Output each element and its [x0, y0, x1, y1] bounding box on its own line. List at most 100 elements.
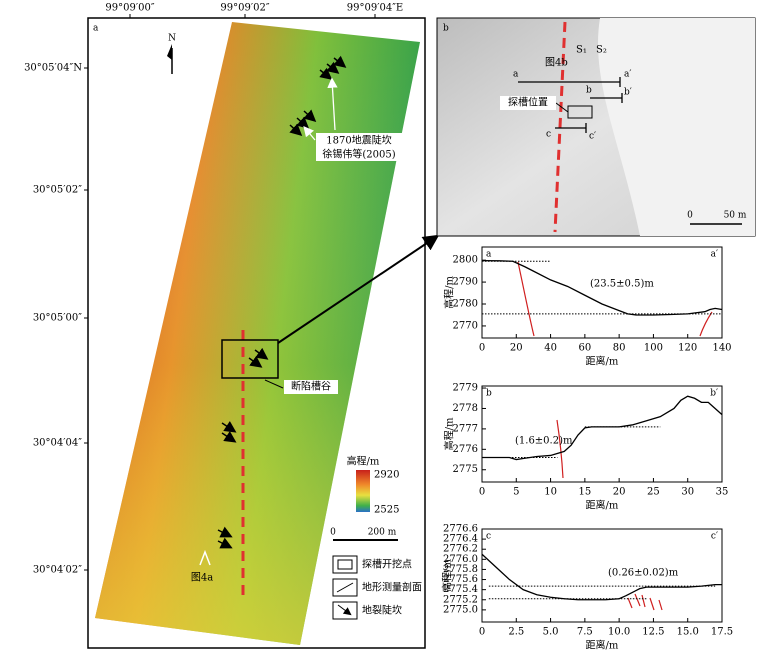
- y-tick-label: 2775.2: [443, 594, 478, 605]
- fig-pointer: [199, 549, 211, 566]
- y-tick-label: 2776.0: [443, 554, 478, 565]
- legend-label: 探槽开挖点: [362, 558, 412, 571]
- x-tick-label: 140: [712, 343, 731, 354]
- x-tick-label: 5: [513, 487, 519, 498]
- x-tick-label: 10: [544, 487, 557, 498]
- x-tick-label: 20: [510, 343, 523, 354]
- y-tick-label: 2775.6: [443, 574, 478, 585]
- plot-frame: [481, 528, 723, 623]
- y-tick-label: 2778: [453, 403, 478, 414]
- colorbar-min: 2525: [374, 505, 399, 516]
- profile-start: b: [486, 389, 492, 399]
- trench-box: [221, 339, 279, 379]
- trench-pointer: [555, 102, 569, 113]
- north-label: N: [168, 34, 176, 44]
- dem-shade: [95, 22, 420, 645]
- legend-label: 地裂陡坎: [362, 604, 402, 617]
- x-tick-label: 0: [479, 487, 485, 498]
- scale-label: 0: [330, 528, 336, 538]
- profile-line: [482, 395, 723, 461]
- x-tick-label: 15.0: [677, 627, 699, 638]
- lon-label: 99°09′00″: [105, 3, 154, 14]
- profile-start: a: [486, 250, 492, 260]
- x-tick-label: 7.5: [577, 627, 593, 638]
- fault-strokes: [517, 261, 713, 611]
- y-tick-label: 2775: [453, 464, 478, 475]
- scarp-note: 1870地震陡坎: [326, 134, 391, 147]
- y-tick-label: 2770: [453, 320, 478, 331]
- y-axis-label: 高程/m: [441, 559, 454, 592]
- profile-line: [481, 259, 723, 316]
- y-tick-label: 2790: [453, 277, 478, 288]
- x-axis-label: 距离/m: [586, 355, 619, 368]
- lat-label: 30°05′02″: [33, 185, 82, 196]
- profile-end: b: [586, 86, 592, 96]
- profile-end: b′: [624, 88, 632, 98]
- profile-end: a′: [624, 70, 631, 80]
- y-tick-label: 2775.0: [443, 604, 478, 615]
- x-tick-label: 100: [644, 343, 663, 354]
- scale-label: 0: [687, 211, 693, 221]
- colorbar: [356, 470, 370, 512]
- y-tick-label: 2777: [453, 423, 478, 434]
- y-tick-label: 2775.4: [443, 584, 478, 595]
- y-tick-label: 2776.4: [443, 534, 478, 545]
- north-arrow: [167, 44, 173, 74]
- x-tick-label: 5.0: [543, 627, 559, 638]
- lat-label: 30°05′04″N: [24, 63, 82, 74]
- profile-line: [481, 553, 722, 601]
- valley-pointer: [264, 379, 284, 389]
- y-tick-label: 2776.6: [443, 524, 478, 535]
- annotation: (23.5±0.5)m: [590, 279, 654, 290]
- hillshade-plain: [598, 18, 755, 236]
- x-tick-label: 40: [544, 343, 557, 354]
- note-bg: [316, 133, 402, 161]
- x-tick-label: 20: [613, 487, 626, 498]
- profile-end: b′: [710, 389, 718, 399]
- trench-bg: [500, 96, 556, 110]
- scale-label: 50 m: [724, 211, 747, 221]
- x-tick-label: 25: [647, 487, 660, 498]
- lat-label: 30°05′00″: [33, 313, 82, 324]
- x-tick-label: 80: [613, 343, 626, 354]
- x-tick-label: 10.0: [608, 627, 630, 638]
- legend-label: 地形测量剖面: [362, 581, 422, 594]
- lon-label: 99°09′04″E: [347, 3, 403, 14]
- annotation: (0.26±0.02)m: [608, 568, 679, 579]
- x-tick-label: 35: [716, 487, 729, 498]
- zoom-arrow: [277, 234, 440, 344]
- y-tick-label: 2779: [453, 383, 478, 394]
- lon-label: 99°09′02″: [220, 3, 269, 14]
- x-tick-label: 15: [578, 487, 591, 498]
- y-tick-label: 2776: [453, 444, 478, 455]
- colorbar-max: 2920: [374, 470, 399, 481]
- x-axis-label: 距离/m: [586, 639, 619, 652]
- colorbar-title: 高程/m: [347, 455, 380, 468]
- fig-ref: 图4a: [191, 572, 213, 584]
- legend-frames: [332, 555, 358, 620]
- scarp-label: S₁: [576, 45, 587, 56]
- plot-frame: [481, 385, 723, 483]
- scarp-arrows: [217, 55, 347, 549]
- scale-label: 200 m: [368, 528, 397, 538]
- map-ticks: [84, 14, 376, 571]
- y-tick-label: 2776.2: [443, 544, 478, 555]
- x-tick-label: 0: [479, 343, 485, 354]
- valley-label: 断陷槽谷: [291, 380, 331, 393]
- valley-bg: [284, 380, 338, 394]
- fault-trace: [553, 21, 567, 233]
- scarp-note: 徐锡伟等(2005): [322, 148, 395, 161]
- fig-ref: 图4b: [545, 57, 568, 69]
- y-axis-label: 高程/m: [443, 417, 456, 450]
- profile-end: c: [546, 130, 551, 140]
- y-tick-label: 2775.8: [443, 564, 478, 575]
- lat-label: 30°04′04″: [33, 438, 82, 449]
- profile-start: c: [486, 532, 491, 542]
- profile-end: a: [513, 70, 519, 80]
- x-tick-label: 2.5: [508, 627, 524, 638]
- x-tick-label: 60: [578, 343, 591, 354]
- scarp-label: S₂: [596, 45, 607, 56]
- note-pointers: [303, 77, 338, 141]
- y-tick-label: 2800: [453, 255, 478, 266]
